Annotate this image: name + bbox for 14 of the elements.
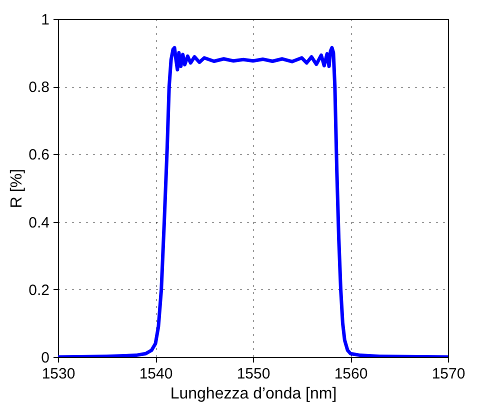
x-tick-label: 1570 bbox=[432, 366, 466, 382]
y-axis-title: R [%] bbox=[8, 168, 26, 208]
y-tick-label: 0.6 bbox=[28, 146, 50, 164]
y-tick-label: 0 bbox=[41, 350, 50, 366]
x-tick-label: 1550 bbox=[236, 366, 270, 382]
y-tick-label: 0.8 bbox=[28, 79, 50, 96]
y-tick-label: 1 bbox=[41, 12, 50, 28]
y-tick-label: 0.2 bbox=[28, 282, 50, 299]
x-tick-label: 1560 bbox=[334, 366, 368, 382]
line-series bbox=[58, 46, 448, 357]
x-tick-label: 1540 bbox=[139, 366, 173, 382]
x-tick-label: 1530 bbox=[42, 366, 76, 382]
y-tick-label: 0.4 bbox=[28, 214, 50, 232]
x-axis-title: Lunghezza d’onda [nm] bbox=[170, 386, 337, 402]
